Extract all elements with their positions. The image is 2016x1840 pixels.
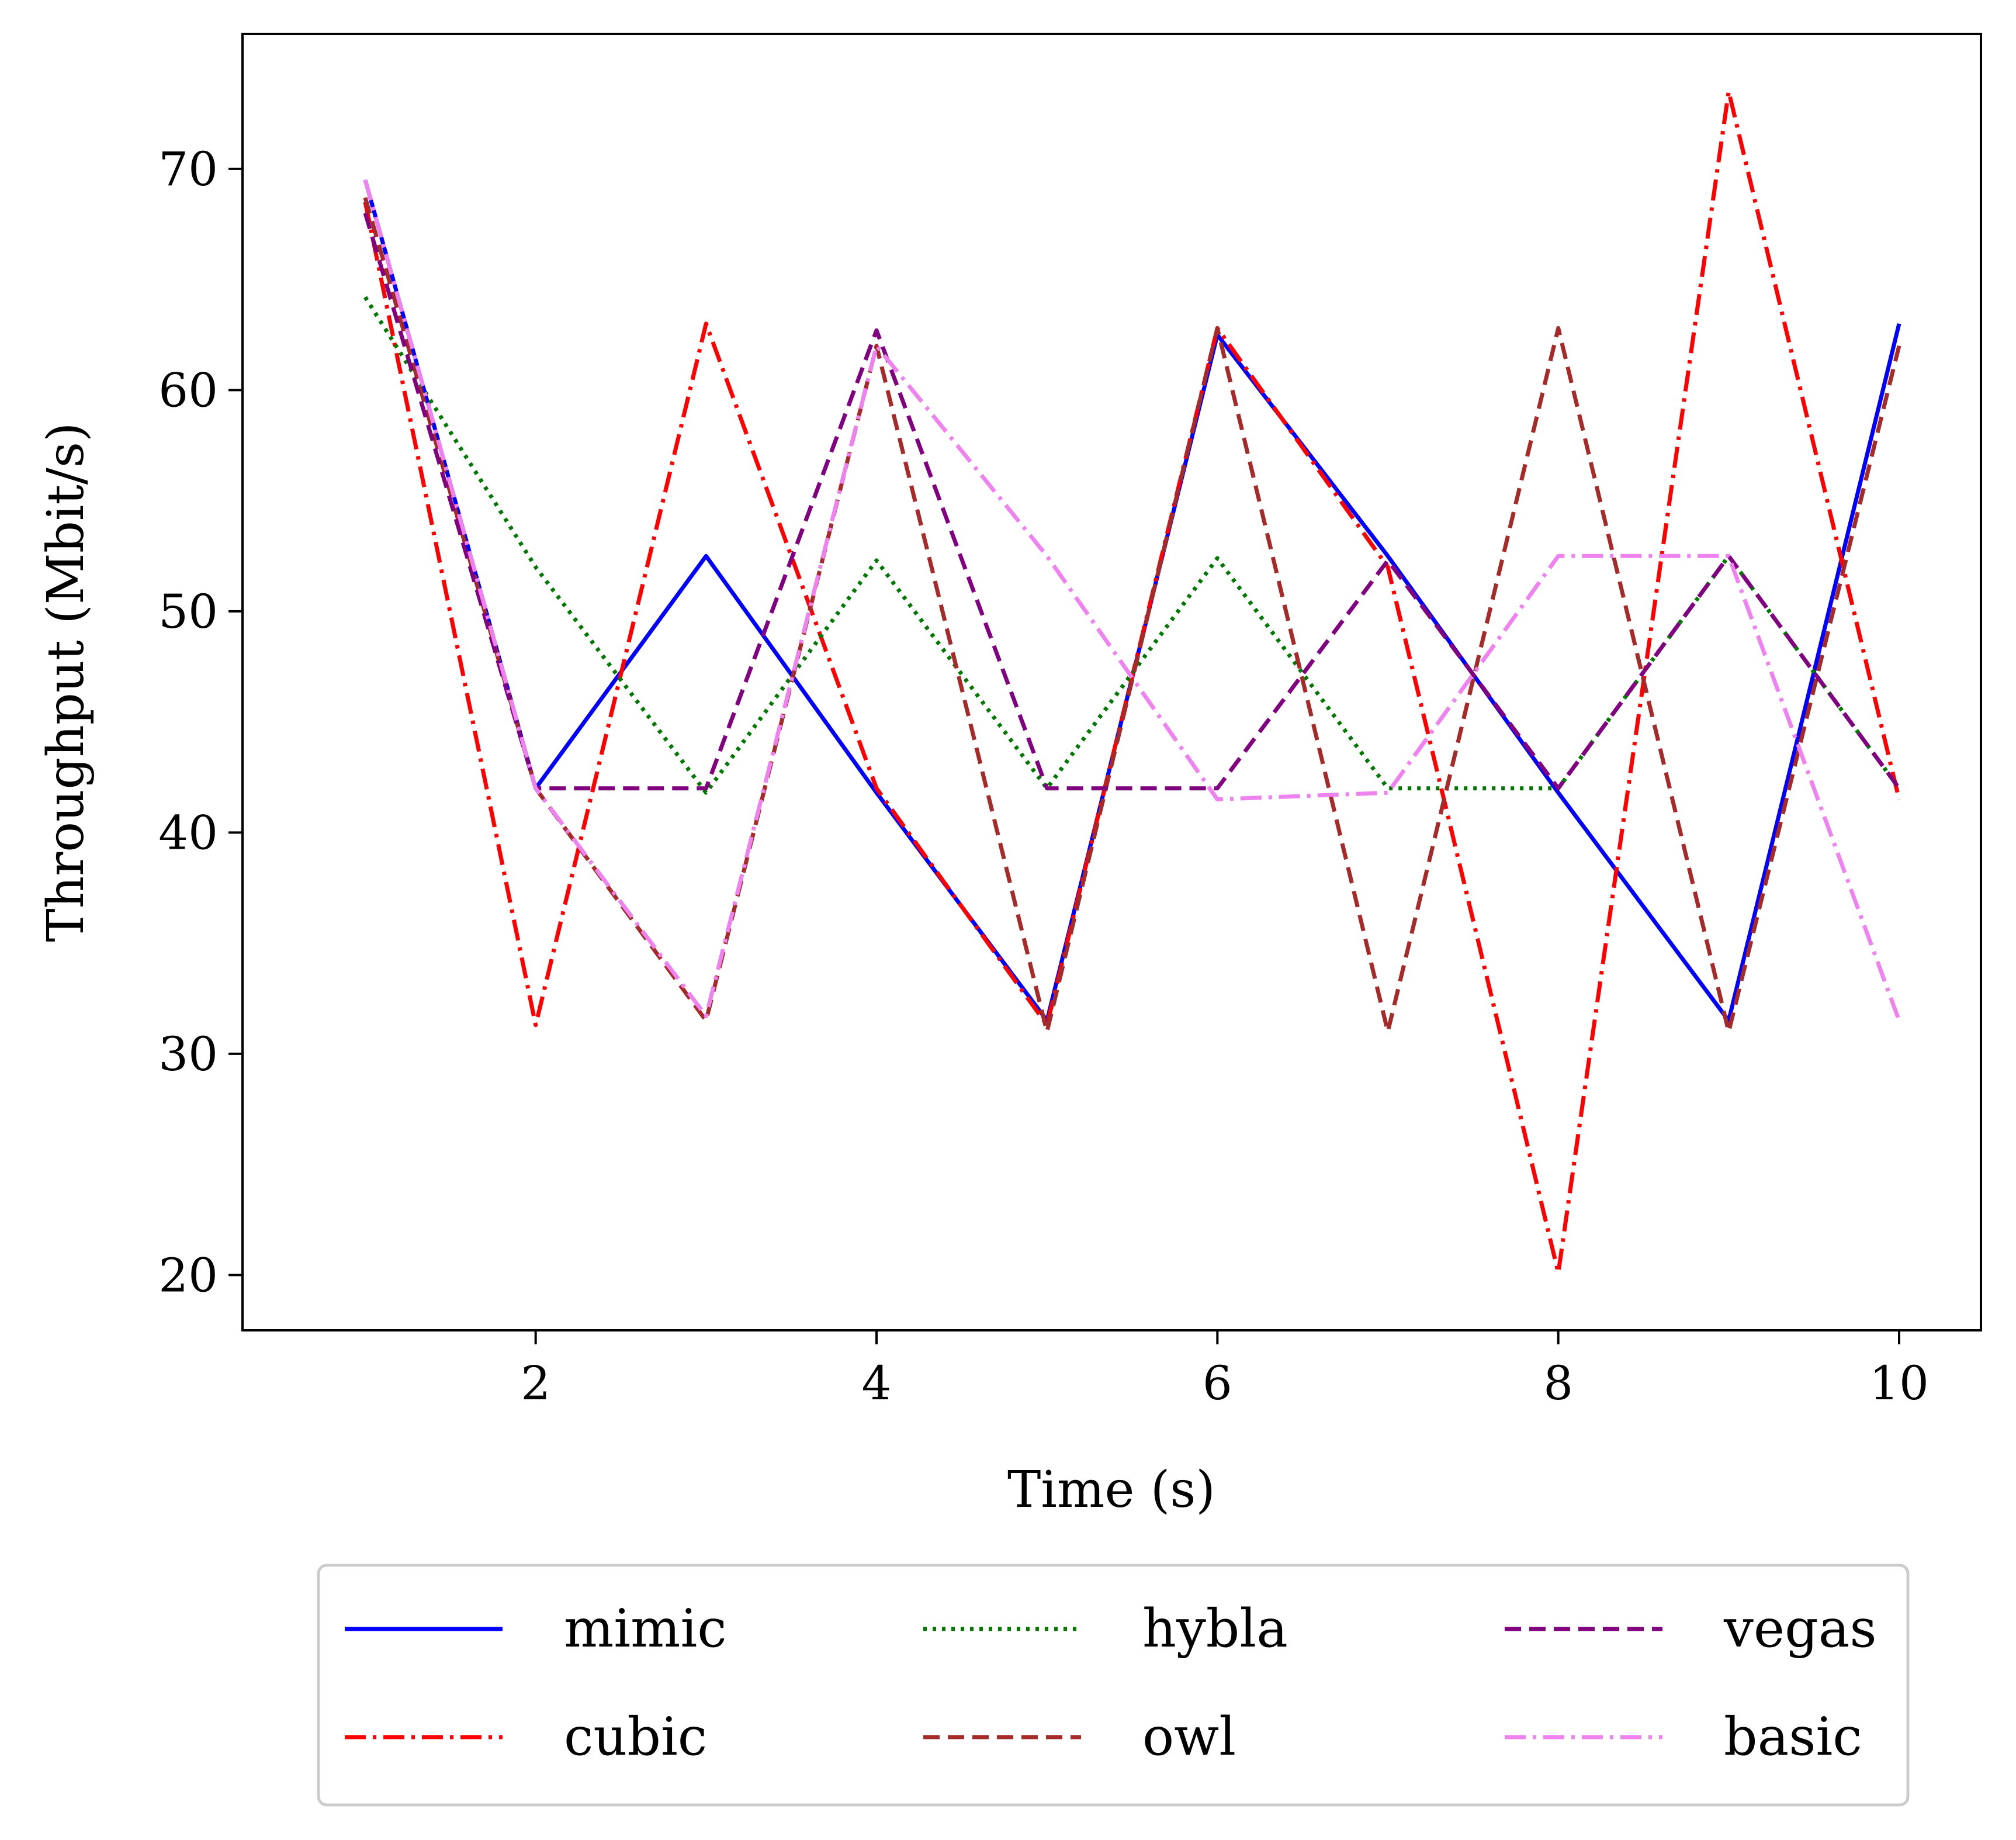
y-tick-label: 60 (158, 363, 218, 417)
y-tick-label: 40 (158, 805, 218, 860)
y-tick-label: 70 (158, 142, 218, 196)
y-tick-label: 20 (158, 1248, 218, 1302)
x-axis: 2 4 6 8 10 (521, 1330, 1929, 1410)
y-tick-label: 30 (158, 1027, 218, 1081)
legend-label-vegas: vegas (1723, 1598, 1877, 1659)
series-line-vegas (363, 212, 1901, 791)
series-line-owl (363, 197, 1901, 1034)
legend-label-cubic: cubic (564, 1706, 707, 1768)
x-tick-label: 6 (1203, 1356, 1232, 1410)
plot-frame (241, 33, 1982, 1331)
legend: mimic cubic hybla owl vegas basic (317, 1564, 1910, 1807)
series-line-mimic (363, 179, 1901, 1023)
series-line-hybla (363, 296, 1901, 795)
legend-label-owl: owl (1142, 1706, 1236, 1768)
series-line-basic (363, 179, 1901, 1022)
y-axis: 20 30 40 50 60 70 (158, 142, 243, 1302)
x-tick-label: 4 (862, 1356, 892, 1410)
x-tick-label: 10 (1869, 1356, 1929, 1410)
legend-label-basic: basic (1724, 1706, 1862, 1768)
x-tick-label: 8 (1543, 1356, 1573, 1410)
x-axis-label: Time (s) (1007, 1461, 1215, 1519)
legend-label-mimic: mimic (564, 1598, 727, 1659)
x-tick-label: 2 (521, 1356, 550, 1410)
series-lines (363, 89, 1901, 1275)
legend-label-hybla: hybla (1142, 1598, 1288, 1659)
legend-frame (317, 1564, 1910, 1807)
y-tick-label: 50 (158, 584, 218, 639)
y-axis-label: Throughput (Mbit/s) (37, 422, 95, 942)
